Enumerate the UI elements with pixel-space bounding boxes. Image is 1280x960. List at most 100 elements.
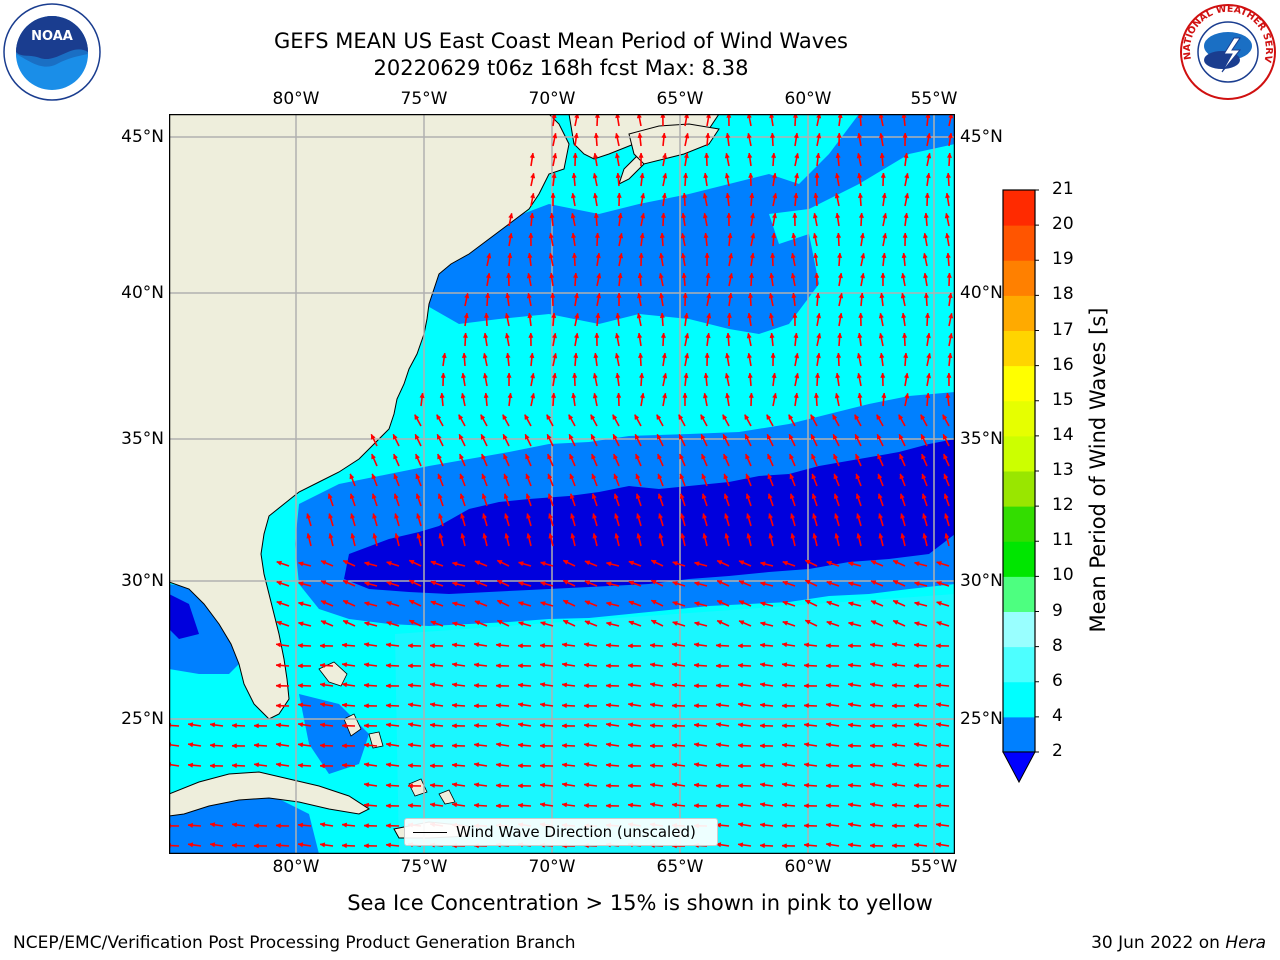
wind-wave-arrowhead (859, 272, 866, 279)
wind-wave-arrowhead (702, 512, 708, 519)
wind-wave-arrowhead (592, 512, 598, 519)
wind-wave-arrowhead (503, 433, 508, 440)
wind-wave-arrowhead (341, 723, 347, 729)
wind-wave-arrowhead (363, 642, 370, 648)
land-region (169, 114, 570, 720)
wind-wave-arrowhead (495, 783, 501, 789)
colorbar-segment (1003, 471, 1035, 507)
wind-wave-arrowhead (439, 392, 445, 399)
wind-wave-arrowhead (551, 372, 557, 379)
wind-wave-arrowhead (701, 493, 707, 500)
wind-wave-arrowhead (393, 473, 399, 480)
wind-wave-arrowhead (769, 272, 775, 279)
wind-wave-arrowhead (474, 620, 481, 626)
wind-wave-arrowhead (529, 212, 535, 219)
wind-wave-arrowhead (925, 392, 931, 399)
lon-tick-top: 65°W (656, 89, 704, 109)
wind-wave-arrowhead (759, 561, 766, 567)
wind-wave-arrowhead (693, 703, 699, 709)
wind-wave-arrowhead (328, 532, 334, 539)
wind-wave-arrowhead (945, 192, 951, 199)
wind-wave-arrowhead (481, 453, 487, 460)
wind-wave-arrowhead (803, 782, 809, 788)
wind-wave-arrowhead (627, 722, 634, 728)
wind-wave-arrowhead (772, 392, 778, 399)
wind-wave-arrowhead (815, 152, 821, 159)
wind-wave-arrowhead (810, 414, 816, 420)
svg-text:NOAA: NOAA (31, 29, 73, 44)
wind-wave-arrowhead (320, 580, 327, 586)
wind-wave-arrowhead (407, 722, 414, 728)
wind-wave-arrowhead (759, 843, 765, 849)
wind-wave-arrowhead (948, 312, 954, 319)
wind-wave-arrowhead (495, 762, 502, 768)
colorbar-segment (1003, 646, 1035, 683)
chart-title-line1: GEFS MEAN US East Coast Mean Period of W… (274, 29, 848, 53)
wind-wave-arrowhead (943, 433, 948, 440)
wind-wave-arrow (169, 844, 180, 847)
wind-wave-arrowhead (657, 433, 662, 440)
wind-wave-arrowhead (650, 600, 657, 605)
wind-wave-arrowhead (811, 433, 816, 440)
wind-wave-arrowhead (386, 561, 392, 566)
wind-wave-arrow (169, 724, 180, 727)
wind-wave-arrowhead (702, 192, 708, 199)
wind-wave-arrowhead (747, 372, 753, 379)
colorbar-label: Mean Period of Wind Waves [s] (1086, 307, 1110, 633)
wind-wave-arrowhead (297, 722, 304, 728)
wind-wave-arrowhead (921, 493, 927, 500)
wind-wave-arrowhead (571, 392, 577, 399)
wind-wave-arrowhead (430, 580, 437, 586)
colorbar-tick-label: 11 (1052, 530, 1074, 551)
wind-wave-arrowhead (473, 703, 479, 709)
wind-wave-arrowhead (913, 842, 920, 848)
wind-wave-arrowhead (627, 763, 633, 769)
wind-wave-arrowhead (530, 172, 536, 179)
colorbar-segment (1003, 260, 1035, 296)
wind-wave-arrowhead (385, 803, 391, 809)
wind-wave-arrowhead (275, 662, 281, 668)
wind-wave-arrowhead (605, 683, 611, 689)
wind-wave-arrowhead (473, 723, 479, 729)
wind-wave-arrowhead (715, 683, 721, 689)
wind-wave-arrowhead (759, 601, 766, 607)
wind-wave-arrowhead (569, 433, 574, 440)
wind-wave-arrowhead (561, 762, 568, 768)
footer-date: 30 Jun 2022 on Hera (1091, 933, 1266, 953)
wind-wave-arrowhead (803, 683, 809, 689)
wind-wave-arrowhead (275, 683, 281, 689)
land-region (318, 661, 348, 687)
wind-wave-arrowhead (297, 643, 303, 649)
wind-wave-arrowhead (613, 493, 619, 500)
wind-wave-arrowhead (627, 742, 633, 748)
colorbar-tick-label: 8 (1052, 635, 1063, 656)
wind-wave-arrowhead (504, 512, 510, 519)
wind-wave-arrowhead (394, 532, 400, 539)
lon-tick-top: 55°W (910, 89, 958, 109)
wind-wave-arrowhead (716, 580, 723, 585)
land-region (408, 778, 428, 797)
wind-wave-arrowhead (782, 600, 789, 606)
wind-wave-arrowhead (913, 663, 919, 669)
wind-wave-arrowhead (415, 493, 421, 500)
wind-wave-arrowhead (416, 512, 422, 519)
wind-wave-arrowhead (386, 621, 392, 626)
wind-wave-arrowhead (451, 682, 458, 688)
wind-wave-arrowhead (569, 453, 575, 460)
wind-wave-arrowhead (737, 783, 743, 789)
wind-wave-arrowhead (681, 192, 688, 198)
wind-wave-arrowhead (869, 762, 876, 768)
wind-wave-arrowhead (275, 842, 281, 848)
wind-wave-arrowhead (451, 621, 458, 627)
wind-wave-arrowhead (701, 473, 707, 480)
wind-wave-arrowhead (529, 352, 535, 359)
wind-wave-arrowhead (922, 512, 928, 519)
wind-wave-arrowhead (658, 512, 664, 519)
wind-wave-arrowhead (746, 512, 752, 519)
wind-wave-arrowhead (616, 392, 622, 398)
wind-wave-arrowhead (791, 292, 797, 299)
wind-wave-arrowhead (693, 601, 700, 607)
wind-wave-arrowhead (880, 272, 886, 278)
wind-wave-arrowhead (825, 763, 831, 769)
wind-wave-arrowhead (507, 392, 513, 399)
